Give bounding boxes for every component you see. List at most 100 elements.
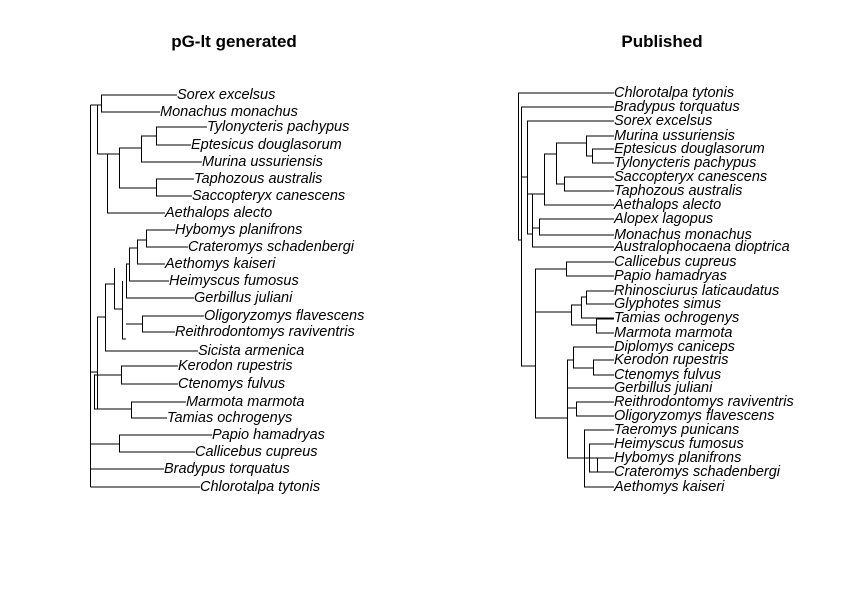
left-branch <box>137 229 188 248</box>
left-leaf-label: Saccopteryx canescens <box>192 188 345 204</box>
left-leaf-label: Aethalops alecto <box>164 205 272 221</box>
right-leaf-label: Alopex lagopus <box>613 211 713 227</box>
right-branch <box>566 261 614 277</box>
right-leaf-label: Gerbillus juliani <box>614 380 713 396</box>
left-branch <box>90 104 200 488</box>
right-leaf-label: Glyphotes simus <box>614 296 721 312</box>
right-leaf-label: Reithrodontomys raviventris <box>614 394 794 410</box>
right-leaf-label: Heimyscus fumosus <box>614 436 744 452</box>
right-branch <box>527 193 544 234</box>
left-branch <box>122 281 126 340</box>
right-branch <box>592 148 614 164</box>
right-leaf-label: Sorex excelsus <box>614 113 712 129</box>
right-leaf-label: Australophocaena dioptrica <box>613 239 790 255</box>
left-branch <box>94 374 131 410</box>
left-leaf-label: Eptesicus douglasorum <box>191 137 342 153</box>
left-branch <box>90 434 212 453</box>
left-leaf-label: Reithrodontomys raviventris <box>175 324 355 340</box>
right-branch <box>535 366 567 419</box>
left-leaf-label: Callicebus cupreus <box>195 444 318 460</box>
right-branch <box>539 218 614 236</box>
left-branch <box>107 148 120 188</box>
right-branch <box>567 387 614 459</box>
left-leaf-label: Gerbillus juliani <box>194 290 293 306</box>
right-branch <box>573 346 614 369</box>
right-leaf-label: Callicebus cupreus <box>614 254 737 270</box>
left-leaf-label: Ctenomys fulvus <box>178 376 285 392</box>
left-branch <box>119 178 194 197</box>
right-branch <box>521 120 614 235</box>
right-leaf-label: Hybomys planifrons <box>614 450 741 466</box>
left-leaf-label: Bradypus torquatus <box>164 461 290 477</box>
right-branch <box>589 457 614 472</box>
right-leaf-label: Murina ussuriensis <box>614 128 735 144</box>
right-leaf-label: Crateromys schadenbergi <box>614 464 781 480</box>
left-panel-title: pG-lt generated <box>171 32 297 51</box>
right-branch <box>593 359 614 376</box>
right-branch <box>532 227 614 248</box>
left-leaf-label: Tamias ochrogenys <box>167 410 292 426</box>
right-leaf-label: Diplomys caniceps <box>614 339 735 355</box>
right-leaf-label: Kerodon rupestris <box>614 352 728 368</box>
left-branch <box>141 126 207 146</box>
right-branch <box>535 304 596 326</box>
right-leaf-label: Tamias ochrogenys <box>614 310 739 326</box>
right-tree-branches <box>518 92 614 488</box>
left-leaf-label: Papio hamadryas <box>212 427 325 443</box>
right-leaf-label: Tylonycteris pachypus <box>614 155 756 171</box>
right-leaf-label: Bradypus torquatus <box>614 99 740 115</box>
right-leaf-label: Aethomys kaiseri <box>613 479 725 495</box>
right-branch <box>518 92 614 241</box>
right-branch <box>544 153 614 206</box>
left-leaf-label: Oligoryzomys flavescens <box>204 308 364 324</box>
left-branch <box>105 283 198 352</box>
left-branch <box>97 94 177 113</box>
left-branch <box>121 365 178 385</box>
left-leaf-label: Aethomys kaiseri <box>164 256 276 272</box>
left-leaf-label: Sorex excelsus <box>177 87 275 103</box>
right-leaf-label: Taphozous australis <box>614 183 742 199</box>
left-branch <box>131 401 186 419</box>
right-branch <box>567 401 614 417</box>
right-leaf-label: Rhinosciurus laticaudatus <box>614 283 779 299</box>
right-leaf-label: Saccopteryx canescens <box>614 169 767 185</box>
right-branch <box>586 290 614 305</box>
right-leaf-label: Oligoryzomys flavescens <box>614 408 774 424</box>
left-leaf-label: Taphozous australis <box>194 171 322 187</box>
left-branch <box>119 136 202 163</box>
left-leaf-label: Sicista armenica <box>198 343 304 359</box>
right-panel-title: Published <box>621 32 702 51</box>
right-leaf-label: Marmota marmota <box>614 325 732 341</box>
left-leaf-label: Tylonycteris pachypus <box>207 119 349 135</box>
right-leaf-label: Ctenomys fulvus <box>614 367 721 383</box>
left-leaf-label: Hybomys planifrons <box>175 222 302 238</box>
right-branch <box>521 106 614 367</box>
right-branch <box>535 268 566 366</box>
right-branch <box>586 135 614 157</box>
left-branch <box>126 248 169 282</box>
right-branch <box>581 296 614 319</box>
right-leaf-label: Monachus monachus <box>614 227 752 243</box>
left-leaf-label: Murina ussuriensis <box>202 154 323 170</box>
left-tree-branches <box>90 94 212 488</box>
left-branch <box>97 105 107 155</box>
right-leaf-label: Papio hamadryas <box>614 268 727 284</box>
right-branch <box>556 142 586 185</box>
right-branch <box>564 176 614 192</box>
right-leaf-label: Chlorotalpa tytonis <box>614 85 734 101</box>
left-leaf-label: Heimyscus fumosus <box>169 273 299 289</box>
left-branch <box>126 264 194 299</box>
left-branch <box>114 268 122 310</box>
left-branch <box>129 240 165 265</box>
right-leaf-label: Eptesicus douglasorum <box>614 141 765 157</box>
left-branch <box>94 316 105 410</box>
left-branch <box>126 315 204 333</box>
left-leaf-label: Marmota marmota <box>186 394 304 410</box>
left-branch <box>107 154 165 214</box>
right-leaf-label: Taeromys punicans <box>614 422 739 438</box>
